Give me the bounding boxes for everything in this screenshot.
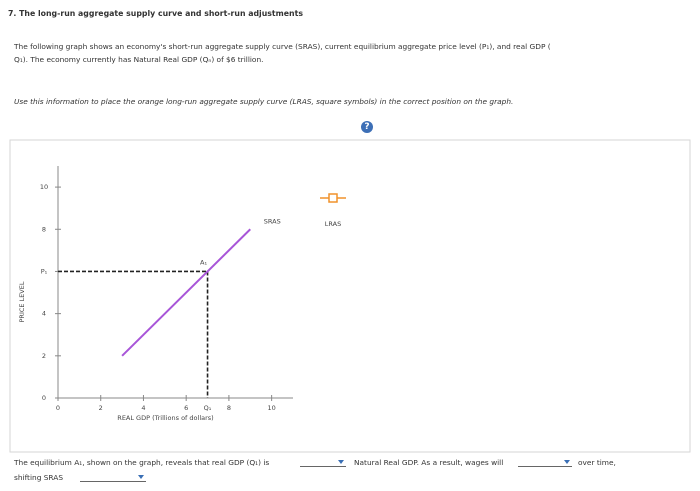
dropdown[interactable] — [518, 457, 572, 467]
x-axis-title: REAL GDP (Trillions of dollars) — [117, 414, 213, 422]
series-label: SRAS — [264, 217, 281, 225]
y-tick-label: P₁ — [41, 267, 48, 275]
equilibrium-label: A₁ — [200, 258, 207, 266]
question-title: 7. The long-run aggregate supply curve a… — [8, 9, 303, 18]
intro-line: The following graph shows an economy's s… — [14, 42, 551, 51]
dropdown[interactable] — [80, 472, 146, 482]
x-tick-label: 6 — [184, 404, 188, 412]
dropdown[interactable] — [300, 457, 346, 467]
y-tick-label: 0 — [42, 394, 46, 402]
y-tick-label: 10 — [40, 183, 48, 191]
lras-palette-square — [328, 193, 338, 203]
y-tick-label: 4 — [42, 310, 46, 318]
intro-line: Q₁). The economy currently has Natural R… — [14, 55, 264, 64]
y-tick-label: 2 — [42, 352, 46, 360]
help-button[interactable]: ? — [361, 121, 373, 133]
y-axis-title: PRICE LEVEL — [18, 281, 26, 322]
x-tick-label: 10 — [267, 404, 275, 412]
question-text: over time, — [578, 458, 616, 467]
graph-panel — [9, 139, 691, 453]
instruction: Use this information to place the orange… — [14, 97, 514, 106]
x-tick-label: 4 — [141, 404, 145, 412]
x-tick-label: 2 — [99, 404, 103, 412]
lras-palette-label: LRAS — [325, 220, 341, 228]
q1-label: Q₁ — [204, 404, 212, 412]
x-tick-label: 0 — [56, 404, 60, 412]
question-text: Natural Real GDP. As a result, wages wil… — [354, 458, 504, 467]
question-text: shifting SRAS — [14, 473, 64, 482]
x-tick-label: 8 — [227, 404, 231, 412]
sras-line — [121, 228, 251, 357]
question-text: The equilibrium A₁, shown on the graph, … — [14, 458, 270, 467]
y-tick-label: 8 — [42, 225, 46, 233]
